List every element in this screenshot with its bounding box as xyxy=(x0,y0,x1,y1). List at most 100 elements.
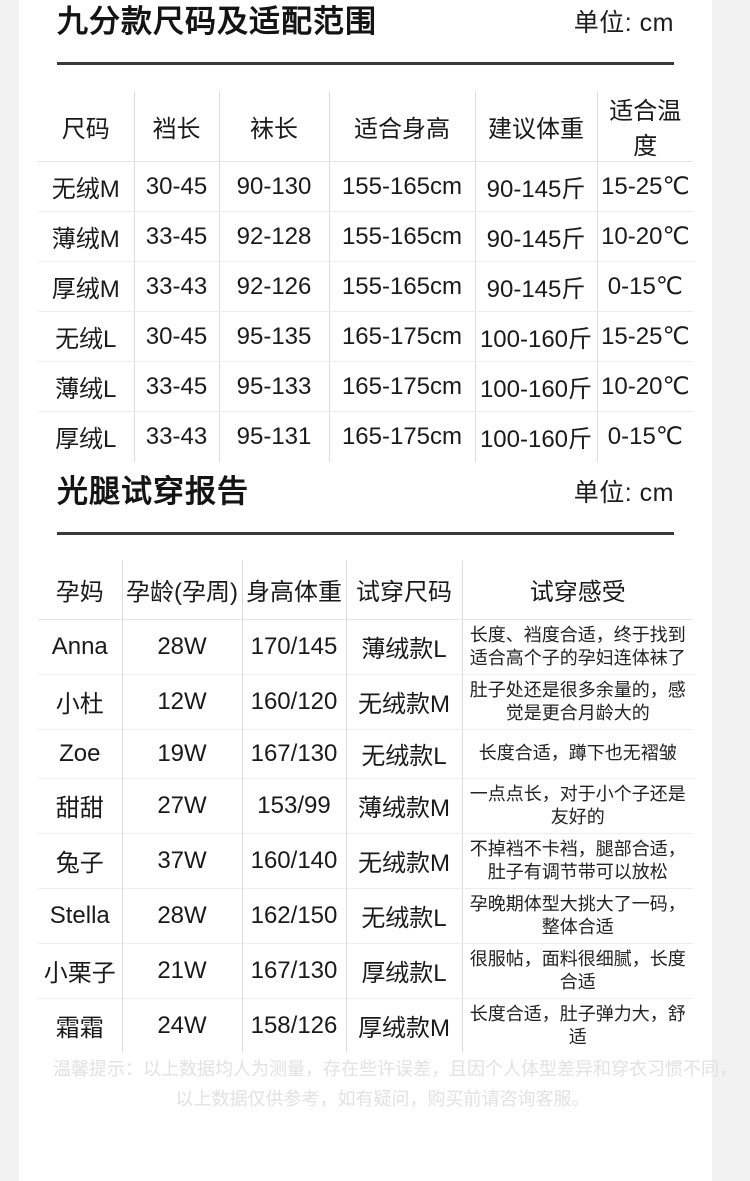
table-row: 薄绒M 33-45 92-128 155-165cm 90-145斤 10-20… xyxy=(38,211,693,262)
cell-mom: 霜霜 xyxy=(38,998,123,1053)
cell-feedback: 不掉裆不卡裆，腿部合适，肚子有调节带可以放松 xyxy=(462,833,693,889)
table-row: 小杜 12W 160/120 无绒款M 肚子处还是很多余量的，感觉是更合月龄大的 xyxy=(38,674,693,730)
table-row: 无绒L 30-45 95-135 165-175cm 100-160斤 15-2… xyxy=(38,311,693,362)
table-row: 无绒M 30-45 90-130 155-165cm 90-145斤 15-25… xyxy=(38,161,693,212)
cell-height-weight: 162/150 xyxy=(242,888,347,944)
size-chart-header: 九分款尺码及适配范围 单位: cm xyxy=(19,0,712,62)
cell-mom: 兔子 xyxy=(38,833,123,889)
cell-mom: Stella xyxy=(38,888,123,944)
cell-crotch-length: 33-43 xyxy=(134,411,220,462)
cell-temperature: 10-20℃ xyxy=(597,211,693,262)
cell-sock-length: 90-130 xyxy=(219,161,330,212)
cell-mom: 甜甜 xyxy=(38,778,123,834)
table-row: Anna 28W 170/145 薄绒款L 长度、裆度合适，终于找到适合高个子的… xyxy=(38,619,693,675)
cell-height-weight: 170/145 xyxy=(242,619,347,675)
cell-size: 无绒L xyxy=(38,311,135,362)
size-chart-unit: 单位: cm xyxy=(573,9,674,37)
cell-mom: Anna xyxy=(38,619,123,675)
size-table-header-row: 尺码 裆长 袜长 适合身高 建议体重 适合温度 xyxy=(38,91,693,162)
cell-height-weight: 160/120 xyxy=(242,674,347,730)
cell-weight-range: 100-160斤 xyxy=(475,411,598,462)
cell-crotch-length: 33-45 xyxy=(134,361,220,412)
report-divider xyxy=(57,532,674,535)
cell-height-range: 165-175cm xyxy=(329,411,476,462)
size-col-header-temperature: 适合温度 xyxy=(597,91,693,162)
cell-size: 薄绒M xyxy=(38,211,135,262)
cell-feedback: 一点点长，对于小个子还是友好的 xyxy=(462,778,693,834)
cell-size: 薄绒L xyxy=(38,361,135,412)
table-row: 霜霜 24W 158/126 厚绒款M 长度合适，肚子弹力大，舒适 xyxy=(38,998,693,1053)
cell-gestational-age: 28W xyxy=(122,888,243,944)
size-col-header-crotch-length: 裆长 xyxy=(134,91,220,162)
cell-weight-range: 90-145斤 xyxy=(475,161,598,212)
cell-sock-length: 95-133 xyxy=(219,361,330,412)
report-title: 光腿试穿报告 xyxy=(57,474,249,509)
product-detail-sheet: 九分款尺码及适配范围 单位: cm 尺码 裆长 袜长 适合身高 建议体重 适合温… xyxy=(19,0,737,1181)
cell-sock-length: 95-131 xyxy=(219,411,330,462)
table-row: 甜甜 27W 153/99 薄绒款M 一点点长，对于小个子还是友好的 xyxy=(38,778,693,834)
report-col-header-feedback: 试穿感受 xyxy=(462,561,693,620)
cell-mom: Zoe xyxy=(38,729,123,779)
disclaimer-line-2: 以上数据仅供参考，如有疑问，购买前请咨询客服。 xyxy=(175,1089,590,1109)
cell-feedback: 长度、裆度合适，终于找到适合高个子的孕妇连体袜了 xyxy=(462,619,693,675)
cell-sock-length: 92-126 xyxy=(219,261,330,312)
report-table-header-row: 孕妈 孕龄(孕周) 身高体重 试穿尺码 试穿感受 xyxy=(38,561,693,620)
table-row: 厚绒M 33-43 92-126 155-165cm 90-145斤 0-15℃ xyxy=(38,261,693,312)
cell-tried-size: 无绒款L xyxy=(346,888,463,944)
cell-height-range: 165-175cm xyxy=(329,361,476,412)
size-col-header-height-range: 适合身高 xyxy=(329,91,476,162)
section-size-chart: 九分款尺码及适配范围 单位: cm 尺码 裆长 袜长 适合身高 建议体重 适合温… xyxy=(19,0,712,462)
cell-temperature: 0-15℃ xyxy=(607,423,683,451)
report-col-header-mom: 孕妈 xyxy=(38,561,123,620)
table-row: 兔子 37W 160/140 无绒款M 不掉裆不卡裆，腿部合适，肚子有调节带可以… xyxy=(38,833,693,889)
table-row: 厚绒L 33-43 95-131 165-175cm 100-160斤 0-15… xyxy=(38,411,693,462)
table-row: Stella 28W 162/150 无绒款L 孕晚期体型大挑大了一码，整体合适 xyxy=(38,888,693,944)
cell-weight-range: 90-145斤 xyxy=(475,211,598,262)
cell-gestational-age: 37W xyxy=(122,833,243,889)
size-chart-title: 九分款尺码及适配范围 xyxy=(57,4,377,39)
cell-tried-size: 薄绒款L xyxy=(346,619,463,675)
cell-gestational-age: 27W xyxy=(122,778,243,834)
report-table-wrapper: 孕妈 孕龄(孕周) 身高体重 试穿尺码 试穿感受 Anna 28W 170/14… xyxy=(19,535,712,1053)
cell-mom: 小杜 xyxy=(38,674,123,730)
report-col-header-height-weight: 身高体重 xyxy=(242,561,347,620)
cell-feedback: 长度合适，肚子弹力大，舒适 xyxy=(469,1003,686,1047)
cell-height-weight: 167/130 xyxy=(242,729,347,779)
size-chart-divider xyxy=(57,62,674,65)
cell-tried-size: 厚绒款M xyxy=(346,998,463,1053)
cell-feedback: 很服帖，面料很细腻，长度合适 xyxy=(462,943,693,999)
cell-tried-size: 无绒款L xyxy=(346,729,463,779)
cell-temperature: 15-25℃ xyxy=(597,311,693,362)
cell-gestational-age: 28W xyxy=(122,619,243,675)
cell-temperature: 10-20℃ xyxy=(597,361,693,412)
cell-weight-range: 90-145斤 xyxy=(475,261,598,312)
size-col-header-size: 尺码 xyxy=(38,91,135,162)
cell-height-weight: 167/130 xyxy=(242,943,347,999)
cell-temperature: 0-15℃ xyxy=(597,261,693,312)
report-col-header-gestational-age: 孕龄(孕周) xyxy=(122,561,243,620)
cell-tried-size: 无绒款M xyxy=(346,674,463,730)
size-col-header-weight-range: 建议体重 xyxy=(475,91,598,162)
cell-height-range: 155-165cm xyxy=(329,261,476,312)
cell-tried-size: 厚绒款L xyxy=(346,943,463,999)
cell-gestational-age: 19W xyxy=(122,729,243,779)
cell-crotch-length: 33-43 xyxy=(134,261,220,312)
cell-mom: 小栗子 xyxy=(38,943,123,999)
cell-size: 无绒M xyxy=(38,161,135,212)
cell-crotch-length: 30-45 xyxy=(134,311,220,362)
cell-height-weight: 160/140 xyxy=(242,833,347,889)
size-table: 尺码 裆长 袜长 适合身高 建议体重 适合温度 无绒M 30-45 90-130… xyxy=(38,91,693,462)
table-row: 薄绒L 33-45 95-133 165-175cm 100-160斤 10-2… xyxy=(38,361,693,412)
cell-height-range: 165-175cm xyxy=(329,311,476,362)
cell-tried-size: 薄绒款M xyxy=(346,778,463,834)
disclaimer-note: 温馨提示：以上数据均人为测量，存在些许误差，且因个人体型差异和穿衣习惯不同， 以… xyxy=(19,1054,737,1114)
size-col-header-sock-length: 袜长 xyxy=(219,91,330,162)
cell-weight-range: 100-160斤 xyxy=(475,311,598,362)
section-wear-test-report: 光腿试穿报告 单位: cm 孕妈 孕龄(孕周) 身高体重 试穿尺码 试穿感受 xyxy=(19,470,712,1053)
report-unit: 单位: cm xyxy=(573,479,674,507)
cell-weight-range: 100-160斤 xyxy=(475,361,598,412)
table-row: Zoe 19W 167/130 无绒款L 长度合适，蹲下也无褶皱 xyxy=(38,729,693,779)
size-table-wrapper: 尺码 裆长 袜长 适合身高 建议体重 适合温度 无绒M 30-45 90-130… xyxy=(19,65,712,462)
report-col-header-tried-size: 试穿尺码 xyxy=(346,561,463,620)
cell-crotch-length: 30-45 xyxy=(134,161,220,212)
